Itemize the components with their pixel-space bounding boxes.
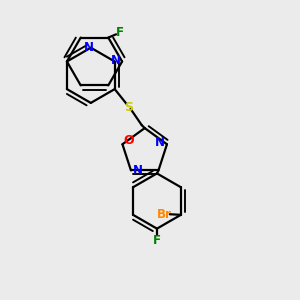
Text: S: S [124, 100, 134, 114]
Text: N: N [111, 54, 121, 68]
Text: F: F [116, 26, 124, 39]
Text: F: F [153, 234, 161, 247]
Text: O: O [124, 134, 134, 147]
Text: N: N [133, 164, 142, 177]
Text: N: N [155, 136, 165, 149]
Text: N: N [84, 41, 94, 54]
Text: Br: Br [157, 208, 172, 221]
